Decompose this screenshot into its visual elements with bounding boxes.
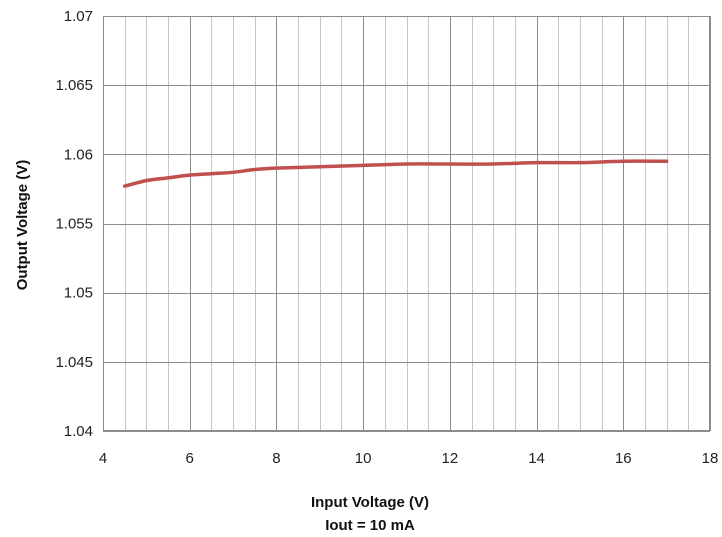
x-axis-title: Input Voltage (V): [311, 494, 429, 511]
x-tick-label: 6: [186, 450, 194, 467]
y-tick-label: 1.07: [64, 8, 93, 25]
x-tick-label: 14: [528, 450, 545, 467]
major-gridlines: [103, 16, 711, 432]
series-line: [122, 159, 669, 188]
y-tick-label: 1.065: [55, 77, 93, 94]
x-tick-label: 16: [615, 450, 632, 467]
y-tick-label: 1.04: [64, 423, 93, 440]
y-tick-labels: 1.04 1.045 1.05 1.055 1.06 1.065 1.07: [55, 8, 93, 440]
x-axis-subtitle: Iout = 10 mA: [325, 517, 415, 534]
y-axis-title: Output Voltage (V): [14, 160, 31, 291]
x-tick-label: 8: [272, 450, 280, 467]
y-tick-label: 1.05: [64, 285, 93, 302]
y-tick-label: 1.06: [64, 146, 93, 163]
plot-border: [103, 16, 710, 431]
x-tick-label: 4: [99, 450, 107, 467]
minor-gridlines: [103, 16, 711, 431]
y-tick-label: 1.055: [55, 216, 93, 233]
series-lines: [122, 159, 669, 188]
y-tick-label: 1.045: [55, 354, 93, 371]
x-tick-label: 12: [442, 450, 459, 467]
x-tick-label: 10: [355, 450, 372, 467]
x-tick-labels: 4 6 8 10 12 14 16 18: [99, 450, 719, 467]
x-tick-label: 18: [702, 450, 719, 467]
